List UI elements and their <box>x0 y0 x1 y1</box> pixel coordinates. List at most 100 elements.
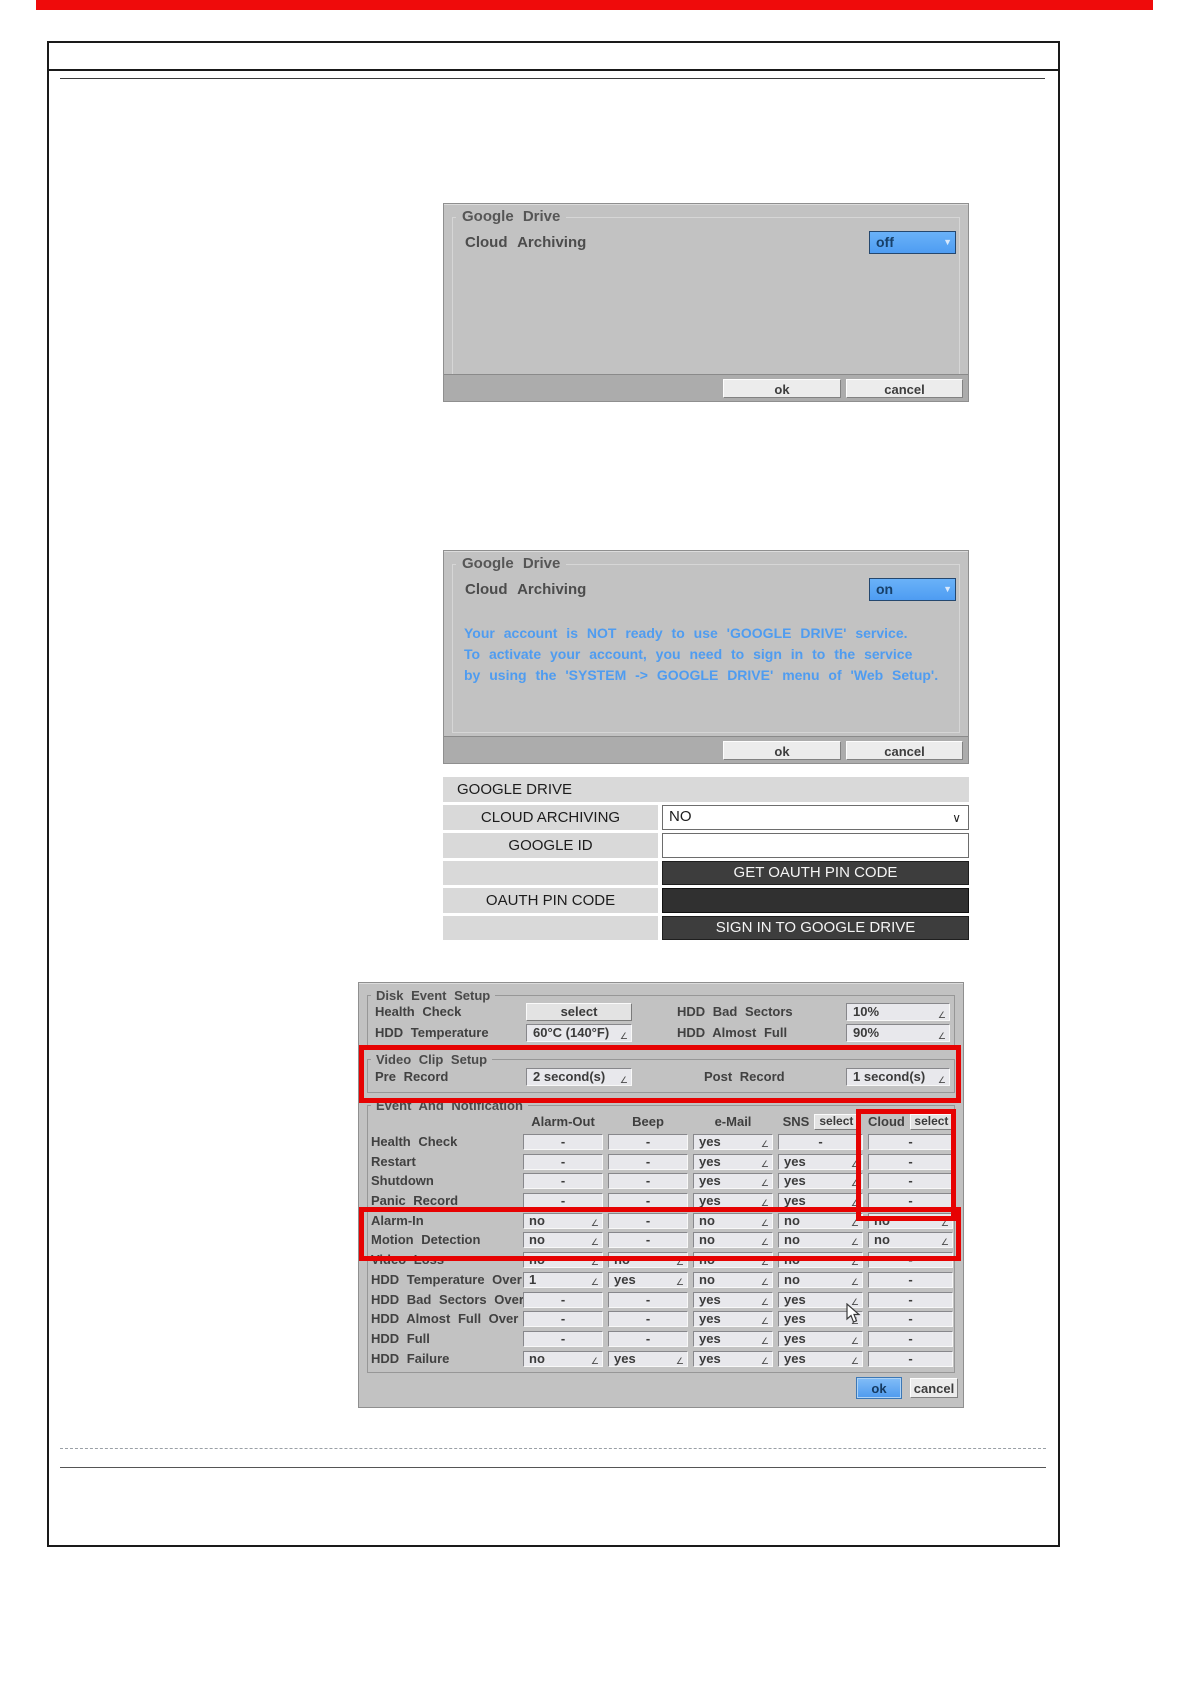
cell-value: yes <box>784 1350 806 1366</box>
event-cell-cloud[interactable]: no ∠ <box>868 1232 953 1249</box>
event-cell-e-mail[interactable]: yes ∠ <box>693 1291 773 1308</box>
hdd-temperature-dropdown[interactable]: 60°C (140°F) ∠ <box>526 1024 632 1042</box>
get-oauth-pin-button[interactable]: GET OAUTH PIN CODE <box>662 861 969 885</box>
event-cell-alarm-out[interactable]: no ∠ <box>523 1252 603 1269</box>
dropdown-glyph-icon: ∠ <box>760 1198 769 1209</box>
event-cell-alarm-out[interactable]: no ∠ <box>523 1350 603 1367</box>
event-cell-sns[interactable]: yes∠ <box>778 1350 863 1367</box>
event-cell-alarm-out[interactable]: 1 ∠ <box>523 1271 603 1288</box>
event-cell-sns[interactable]: no ∠ <box>778 1271 863 1288</box>
dropdown-value: 90% <box>853 1025 880 1040</box>
event-cell-beep[interactable]: yes ∠ <box>608 1271 688 1288</box>
cloud-archiving-dropdown[interactable]: on ▼ <box>869 578 956 601</box>
dropdown-glyph-icon: ∠ <box>675 1276 684 1287</box>
ok-button[interactable]: ok <box>723 741 841 760</box>
dropdown-glyph-icon: ∠ <box>760 1237 769 1248</box>
cloud-archiving-dropdown[interactable]: off ▼ <box>869 231 956 254</box>
event-row-label: Shutdown <box>371 1173 434 1189</box>
event-cell-beep[interactable]: yes ∠ <box>608 1350 688 1367</box>
pre-record-dropdown[interactable]: 2 second(s) ∠ <box>526 1068 632 1086</box>
event-cell-sns[interactable]: yes∠ <box>778 1153 863 1170</box>
event-cell-e-mail[interactable]: yes ∠ <box>693 1330 773 1347</box>
cell-value: - <box>645 1291 651 1307</box>
event-cell-beep[interactable]: no ∠ <box>608 1252 688 1269</box>
dropdown-value: off <box>876 234 894 250</box>
health-check-select-button[interactable]: select <box>526 1003 632 1021</box>
google-id-input[interactable] <box>662 833 969 858</box>
hdd-bad-sectors-dropdown[interactable]: 10% ∠ <box>846 1003 950 1021</box>
dialog-button-strip: ok cancel <box>444 374 968 401</box>
cell-value: - <box>908 1330 913 1346</box>
dropdown-glyph-icon: ∠ <box>619 1075 628 1085</box>
cell-value: no <box>874 1232 890 1248</box>
event-table-header: Alarm-Out Beep e-Mail SNS select Cloud s… <box>371 1114 958 1130</box>
dropdown-glyph-icon: ∠ <box>937 1031 946 1041</box>
event-cell-e-mail[interactable]: no ∠ <box>693 1271 773 1288</box>
event-cell-sns[interactable]: no ∠ <box>778 1252 863 1269</box>
groupbox-title: Google Drive <box>456 556 567 572</box>
event-cell-cloud[interactable]: no ∠ <box>868 1212 953 1229</box>
cell-value: no <box>529 1212 545 1228</box>
cell-value: no <box>784 1232 800 1248</box>
ok-button[interactable]: ok <box>723 379 841 398</box>
event-cell-e-mail[interactable]: yes ∠ <box>693 1350 773 1367</box>
event-cell-beep: - <box>608 1232 688 1249</box>
dropdown-glyph-icon: ∠ <box>590 1276 599 1287</box>
google-drive-groupbox <box>452 564 960 733</box>
event-cell-beep: - <box>608 1193 688 1210</box>
event-cell-sns[interactable]: yes∠ <box>778 1173 863 1190</box>
header-rule <box>60 78 1045 79</box>
ok-button[interactable]: ok <box>856 1377 902 1399</box>
groupbox-title: Event And Notification <box>371 1099 528 1112</box>
event-row: Video Loss no ∠ no ∠ no ∠ no ∠ - <box>371 1252 953 1272</box>
event-cell-sns[interactable]: no ∠ <box>778 1232 863 1249</box>
cancel-button[interactable]: cancel <box>846 379 963 398</box>
event-cell-alarm-out: - <box>523 1173 603 1190</box>
sns-select-button[interactable]: select <box>814 1114 859 1130</box>
event-row-label: Panic Record <box>371 1193 459 1209</box>
event-cell-sns[interactable]: yes∠ <box>778 1193 863 1210</box>
event-cell-alarm-out[interactable]: no ∠ <box>523 1232 603 1249</box>
event-cell-e-mail[interactable]: yes ∠ <box>693 1311 773 1328</box>
event-row: Restart - - yes ∠ yes ∠ - <box>371 1153 953 1174</box>
hdd-almost-full-dropdown[interactable]: 90% ∠ <box>846 1024 950 1042</box>
cloud-select-button[interactable]: select <box>909 1114 953 1130</box>
event-cell-alarm-out[interactable]: no ∠ <box>523 1212 603 1229</box>
event-cell-e-mail[interactable]: yes ∠ <box>693 1193 773 1210</box>
cell-value: yes <box>699 1330 721 1346</box>
dropdown-glyph-icon: ∠ <box>850 1178 859 1189</box>
cancel-button[interactable]: cancel <box>846 741 963 760</box>
event-row: Health Check - - yes ∠ - - <box>371 1134 953 1154</box>
oauth-pin-input[interactable] <box>662 888 969 913</box>
cancel-button[interactable]: cancel <box>910 1378 958 1398</box>
cell-value: - <box>560 1291 566 1307</box>
event-cell-e-mail[interactable]: no ∠ <box>693 1212 773 1229</box>
post-record-dropdown[interactable]: 1 second(s) ∠ <box>846 1068 950 1086</box>
event-cell-sns[interactable]: yes∠ <box>778 1330 863 1347</box>
cloud-archiving-label: Cloud Archiving <box>465 234 587 251</box>
event-cell-e-mail[interactable]: no ∠ <box>693 1232 773 1249</box>
event-cell-sns[interactable]: yes∠ <box>778 1311 863 1328</box>
column-header-label: Cloud <box>868 1114 905 1129</box>
event-cell-sns[interactable]: yes∠ <box>778 1291 863 1308</box>
empty-label-cell <box>443 916 658 940</box>
footer-rule-top <box>60 1448 1046 1449</box>
event-cell-e-mail[interactable]: yes ∠ <box>693 1134 773 1150</box>
event-cell-beep: - <box>608 1330 688 1347</box>
cloud-archiving-select[interactable]: NO ∨ <box>662 805 969 830</box>
cell-value: yes <box>699 1350 721 1366</box>
hdd-almost-full-label: HDD Almost Full <box>677 1025 788 1040</box>
dropdown-glyph-icon: ∠ <box>760 1217 769 1228</box>
post-record-label: Post Record <box>704 1069 785 1084</box>
sign-in-button[interactable]: SIGN IN TO GOOGLE DRIVE <box>662 916 969 940</box>
event-cell-cloud: - <box>868 1153 953 1170</box>
cell-value: - <box>560 1311 566 1327</box>
event-cell-e-mail[interactable]: no ∠ <box>693 1252 773 1269</box>
dropdown-value: on <box>876 581 894 597</box>
cell-value: - <box>645 1311 651 1327</box>
event-cell-sns[interactable]: no ∠ <box>778 1212 863 1229</box>
event-cell-e-mail[interactable]: yes ∠ <box>693 1153 773 1170</box>
dropdown-glyph-icon: ∠ <box>850 1257 859 1268</box>
event-cell-e-mail[interactable]: yes ∠ <box>693 1173 773 1190</box>
